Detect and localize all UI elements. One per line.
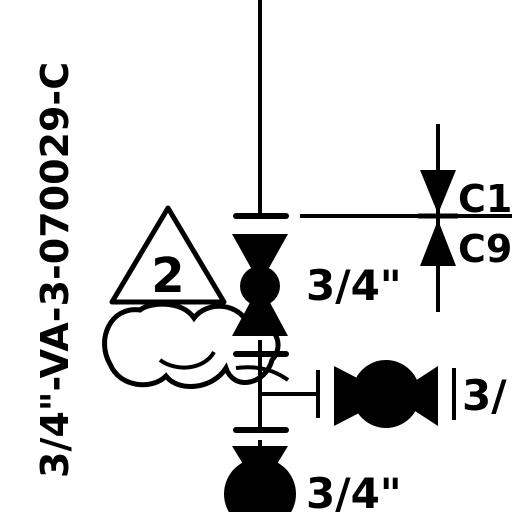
triangle-number: 2 [151, 248, 184, 304]
check-valve-bottom-label: C9 [458, 227, 512, 271]
branch-size-label: 3/ [462, 371, 507, 420]
gate-valve-icon [232, 234, 288, 336]
check-valve-icon [418, 124, 458, 312]
ball-valve-icon [334, 360, 438, 428]
cloud-outline-icon [102, 301, 281, 389]
valve-operator-arc [235, 365, 290, 382]
lower-valve-size-label: 3/4" [306, 469, 402, 512]
cloud-inner-arc [158, 350, 216, 370]
upper-valve-size-label: 3/4" [306, 261, 402, 310]
branch-pipe-lower [260, 370, 320, 418]
lower-valve-icon [224, 446, 296, 512]
check-valve-top-label: C1 [458, 177, 512, 221]
line-tag-label: 3/4"-VA-3-070029-C [33, 62, 77, 478]
